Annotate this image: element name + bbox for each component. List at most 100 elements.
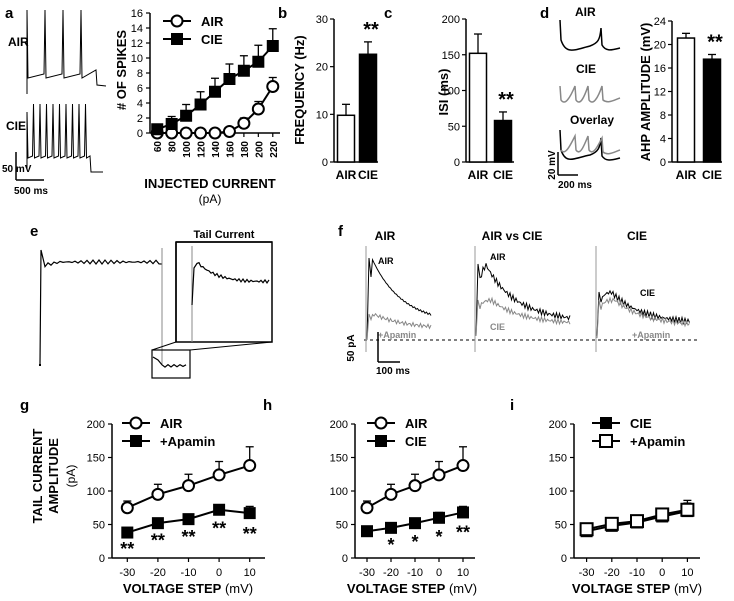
data-point-i-1	[630, 514, 644, 529]
y-tick-label-d: 0	[660, 157, 666, 169]
tail-segment-trace	[152, 356, 187, 368]
x-axis-unit-i: (mV)	[670, 581, 702, 596]
data-point-a-0	[222, 125, 236, 138]
cie-ahp-trace	[559, 85, 621, 103]
x-tick-label-h: -10	[407, 567, 423, 579]
legend-marker-a	[171, 33, 183, 45]
x-tick-label-i: -10	[629, 567, 645, 579]
data-point-a-1	[223, 73, 236, 85]
x-tick-label-b: AIR	[336, 168, 357, 182]
panel-letter-c: c	[384, 5, 392, 22]
air-apamin-trace-f	[366, 312, 432, 341]
legend-label-i: CIE	[630, 416, 652, 431]
x-tick-label-g: -10	[181, 567, 197, 579]
y-tick-label-d: 16	[654, 63, 666, 75]
scale-label-time-a: 500 ms	[14, 186, 48, 197]
data-point-g-0	[243, 459, 257, 473]
trace-label-overlay-d: Overlay	[570, 113, 614, 127]
data-point-a-0	[237, 116, 251, 130]
y-axis-label-c: ISI (ms)	[436, 69, 451, 116]
trace-label-air-d: AIR	[575, 5, 596, 19]
data-point-g-1	[151, 517, 164, 530]
significance-h: *	[435, 527, 442, 547]
data-point-h-0	[360, 501, 374, 515]
bar-c-cie	[493, 119, 513, 163]
x-tick-label-i: -30	[579, 567, 595, 579]
x-tick-label-g: 10	[244, 567, 256, 579]
x-tick-label-a: 160	[225, 141, 236, 158]
x-axis-title-h: VOLTAGE STEP	[347, 581, 446, 596]
panel-letter-g: g	[20, 397, 29, 414]
x-tick-label-a: 100	[182, 141, 193, 158]
trace-label-air-a: AIR	[8, 35, 29, 49]
tail-current-trace	[191, 261, 270, 306]
data-point-a-0	[179, 126, 193, 140]
data-point-g-0	[212, 468, 226, 482]
cie-spike-trace	[26, 103, 103, 173]
x-axis-unit-g: (mV)	[221, 581, 253, 596]
x-tick-label-a: 200	[254, 141, 265, 158]
trace-label-air-f: AIR	[378, 256, 394, 266]
legend-label-g: AIR	[160, 416, 183, 431]
scale-label-voltage-a: 50 mV	[2, 164, 32, 175]
legend-marker-a	[170, 14, 184, 28]
bar-b-air	[336, 114, 356, 163]
significance-d: **	[707, 31, 723, 53]
data-point-a-1	[151, 123, 164, 136]
y-tick-label-d: 24	[654, 16, 666, 28]
data-point-h-0	[408, 479, 422, 493]
legend-marker-g	[129, 416, 143, 430]
panel-letter-b: b	[278, 5, 287, 22]
y-tick-label-h: 50	[336, 520, 348, 532]
significance-b: **	[363, 19, 379, 41]
y-tick-label-h: 200	[330, 419, 348, 431]
y-tick-label-b: 0	[322, 157, 328, 169]
data-point-h-0	[384, 487, 398, 501]
panel-letter-a: a	[5, 5, 14, 22]
legend-marker-i	[600, 417, 612, 429]
trace-title-cie-f: CIE	[627, 229, 647, 243]
cie-apamin-trace-f	[596, 296, 690, 339]
data-point-h-1	[409, 517, 421, 530]
x-tick-label-a: 180	[240, 141, 251, 158]
y-tick-label-a: 8	[137, 68, 143, 80]
overlay-air-trace	[559, 129, 621, 161]
y-tick-label-b: 20	[316, 62, 328, 74]
y-axis-label-a: # OF SPIKES	[114, 30, 129, 111]
trace-title-air-f: AIR	[375, 229, 396, 243]
x-axis-label-g: VOLTAGE STEP (mV)	[123, 581, 253, 596]
y-tick-label-i: 50	[555, 520, 567, 532]
data-point-h-1	[433, 511, 445, 524]
data-point-a-1	[165, 118, 178, 130]
zoom-box-tail-current	[175, 241, 273, 343]
x-tick-label-h: 10	[457, 567, 469, 579]
legend-label-g: +Apamin	[160, 434, 215, 449]
legend-marker-g	[130, 435, 142, 447]
data-point-g-0	[120, 501, 134, 515]
x-tick-label-a: 140	[211, 141, 222, 158]
x-axis-title-g: VOLTAGE STEP	[123, 581, 222, 596]
x-tick-label-a: 60	[153, 141, 164, 153]
trace-label-apamin-f: +Apamin	[378, 330, 416, 340]
data-point-a-1	[237, 64, 250, 77]
y-tick-label-c: 200	[442, 14, 460, 26]
data-point-a-1	[209, 85, 221, 98]
x-axis-label-a: INJECTED CURRENT	[144, 176, 276, 191]
legend-marker-h	[375, 435, 387, 447]
data-point-a-0	[208, 126, 222, 140]
zoom-connector-right	[189, 341, 273, 351]
y-tick-label-h: 150	[330, 453, 348, 465]
air-tail-trace-f	[366, 257, 432, 341]
x-tick-label-i: -20	[604, 567, 620, 579]
y-tick-label-d: 12	[654, 87, 666, 99]
y-tick-label-i: 200	[549, 419, 567, 431]
trace-label-air-compare-f: AIR	[490, 252, 506, 262]
y-tick-label-a: 6	[137, 83, 143, 95]
data-point-h-1	[457, 506, 469, 519]
panel-letter-e: e	[30, 223, 38, 240]
x-tick-label-i: 10	[681, 567, 693, 579]
y-tick-label-g: 100	[87, 486, 105, 498]
y-tick-label-i: 100	[549, 486, 567, 498]
y-tick-label-a: 0	[137, 128, 143, 140]
